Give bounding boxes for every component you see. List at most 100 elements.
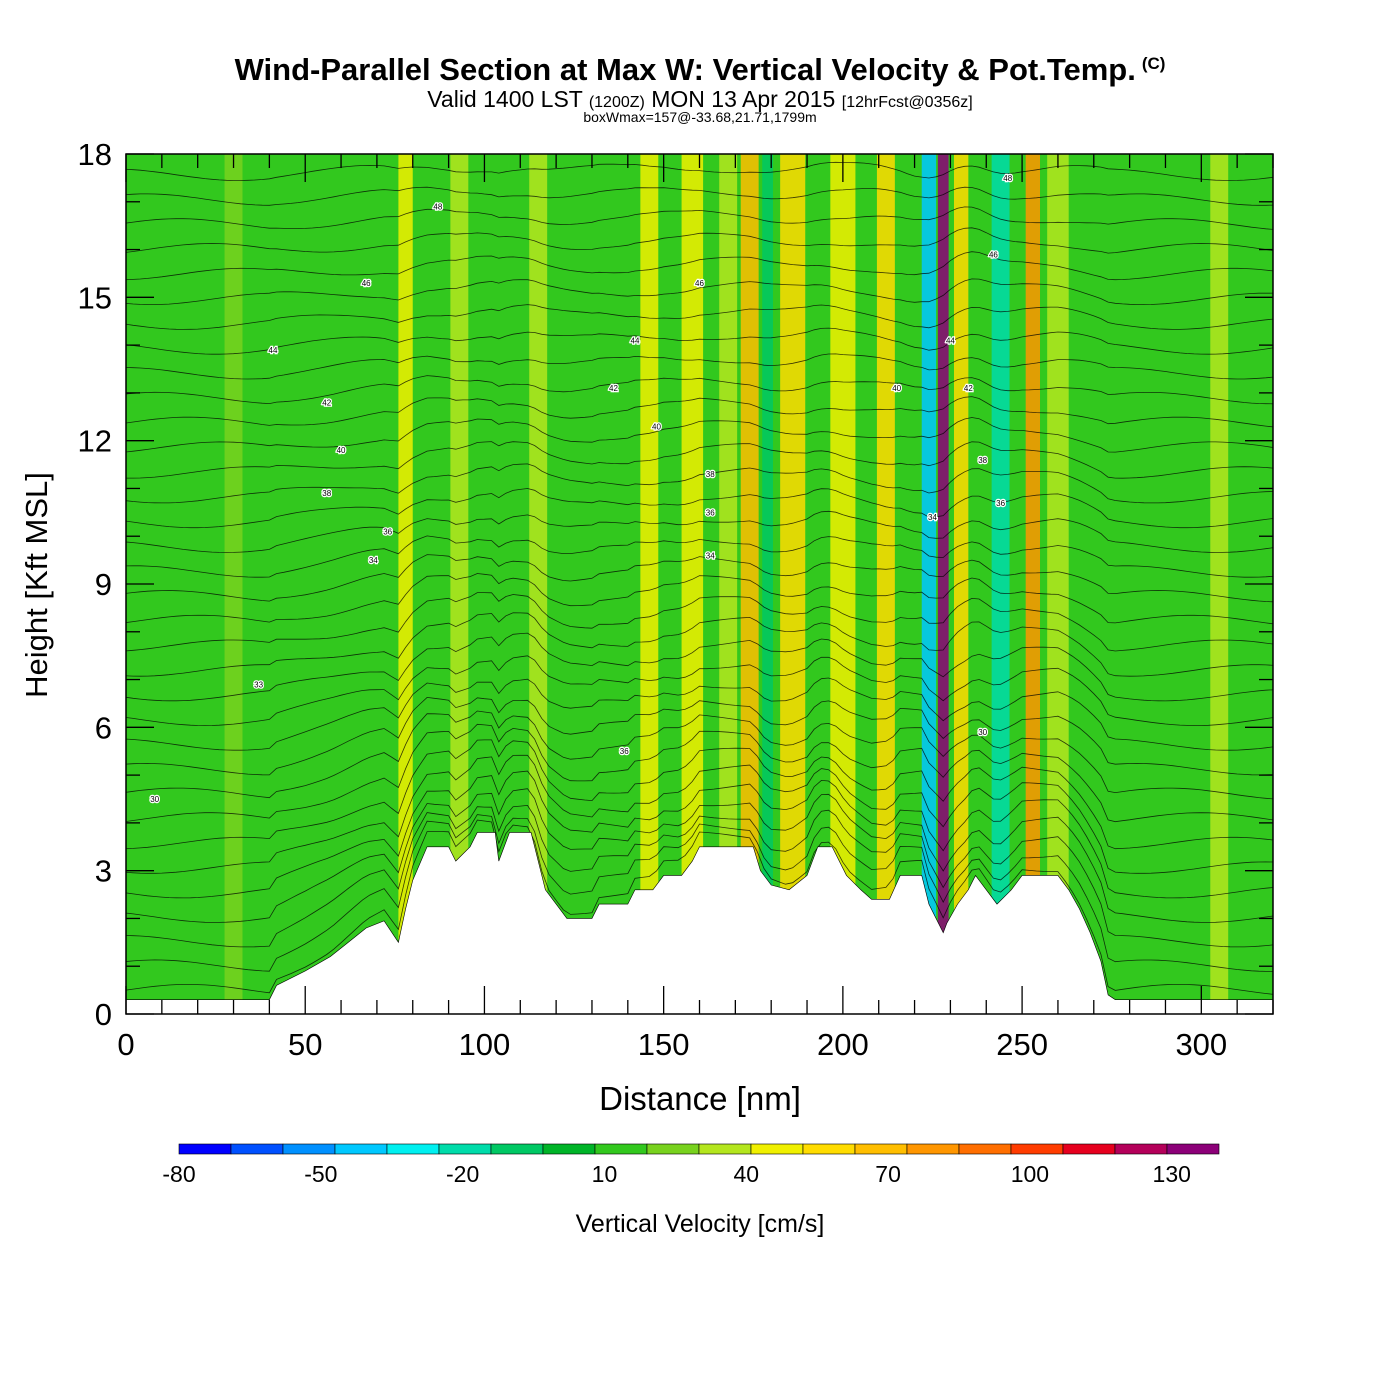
velocity-band-7 bbox=[581, 154, 603, 1014]
x-tick-label-100: 100 bbox=[459, 1027, 511, 1062]
colorbar-swatch-9 bbox=[646, 1143, 700, 1155]
colorbar-tick-7: 130 bbox=[1153, 1161, 1191, 1187]
contour-line-1 bbox=[126, 814, 1273, 972]
y-tick-label-9: 9 bbox=[95, 567, 112, 602]
contour-label-7: 36 bbox=[383, 527, 392, 536]
contour-label-12: 40 bbox=[652, 422, 661, 431]
velocity-band-2 bbox=[373, 154, 395, 1014]
contour-label-14: 46 bbox=[695, 279, 704, 288]
contour-label-20: 44 bbox=[946, 336, 955, 345]
contour-line-11 bbox=[126, 655, 1273, 727]
colorbar-swatch-1 bbox=[230, 1143, 284, 1155]
colorbar-swatch-14 bbox=[906, 1143, 960, 1155]
colorbar-swatch-4 bbox=[386, 1143, 440, 1155]
velocity-band-17 bbox=[937, 154, 949, 1014]
chart-subtitle: Valid 1400 LST (1200Z) MON 13 Apr 2015 [… bbox=[0, 86, 1400, 113]
velocity-band-13 bbox=[780, 154, 806, 1014]
chart-title: Wind-Parallel Section at Max W: Vertical… bbox=[0, 52, 1400, 88]
contour-line-4 bbox=[126, 770, 1273, 899]
colorbar-swatch-18 bbox=[1114, 1143, 1168, 1155]
colorbar-swatch-6 bbox=[490, 1143, 544, 1155]
x-tick-label-300: 300 bbox=[1175, 1027, 1227, 1062]
velocity-band-10 bbox=[719, 154, 738, 1014]
colorbar-tick-6: 100 bbox=[1011, 1161, 1049, 1187]
contour-line-19 bbox=[126, 488, 1273, 529]
contour-line-21 bbox=[126, 441, 1273, 479]
contour-line-29 bbox=[126, 251, 1273, 281]
contour-line-32 bbox=[126, 186, 1273, 206]
colorbar-tick-4: 40 bbox=[733, 1161, 759, 1187]
contour-line-7 bbox=[126, 723, 1273, 823]
y-tick-label-18: 18 bbox=[78, 137, 112, 172]
contour-line-15 bbox=[126, 573, 1273, 625]
colorbar-swatch-11 bbox=[750, 1143, 804, 1155]
x-tick-label-0: 0 bbox=[117, 1027, 134, 1062]
contour-line-14 bbox=[126, 592, 1273, 652]
contour-label-6: 34 bbox=[369, 556, 378, 565]
contour-label-15: 38 bbox=[706, 470, 715, 479]
velocity-band-3 bbox=[398, 154, 413, 1014]
terrain-mask bbox=[125, 832, 1274, 1015]
contour-line-20 bbox=[126, 463, 1273, 504]
contour-line-9 bbox=[126, 696, 1273, 776]
x-axis: 0 50 100 150 200 250 300 bbox=[117, 154, 1274, 1062]
valid-time: Valid 1400 LST bbox=[427, 86, 583, 112]
colorbar-tick-3: 10 bbox=[592, 1161, 618, 1187]
title-text: Wind-Parallel Section at Max W: Vertical… bbox=[234, 52, 1136, 87]
contour-label-19: 34 bbox=[928, 513, 937, 522]
velocity-band-20 bbox=[1025, 154, 1041, 1014]
contour-line-22 bbox=[126, 417, 1273, 453]
contour-line-0 bbox=[126, 819, 1273, 995]
velocity-band-9 bbox=[681, 154, 704, 1014]
colorbar-swatch-16 bbox=[1010, 1143, 1064, 1155]
contour-line-26 bbox=[126, 327, 1273, 355]
contour-label-1: 33 bbox=[254, 680, 263, 689]
colorbar-tick-1: -50 bbox=[304, 1161, 337, 1187]
contour-line-10 bbox=[126, 677, 1273, 751]
contour-line-6 bbox=[126, 739, 1273, 850]
colorbar-swatch-5 bbox=[438, 1143, 492, 1155]
contour-line-31 bbox=[126, 206, 1273, 230]
contour-label-22: 38 bbox=[978, 456, 987, 465]
forecast-info: [12hrFcst@0356z] bbox=[841, 94, 973, 111]
velocity-band-8 bbox=[640, 154, 659, 1014]
colorbar-swatch-17 bbox=[1062, 1143, 1116, 1155]
colorbar-swatch-7 bbox=[542, 1143, 596, 1155]
velocity-bands bbox=[147, 154, 1229, 1014]
y-tick-label-6: 6 bbox=[95, 710, 112, 745]
contour-label-23: 36 bbox=[996, 499, 1005, 508]
contour-labels: 30 33 44 42 40 38 34 36 46 48 42 44 40 36 46 38 36 34 40 34… bbox=[149, 173, 1014, 806]
contour-line-18 bbox=[126, 510, 1273, 553]
y-tick-label-0: 0 bbox=[95, 997, 112, 1032]
copyright-mark: (C) bbox=[1141, 53, 1166, 73]
contour-line-13 bbox=[126, 612, 1273, 677]
contour-line-25 bbox=[126, 353, 1273, 380]
contour-line-27 bbox=[126, 304, 1273, 330]
x-tick-label-150: 150 bbox=[638, 1027, 690, 1062]
colorbar-swatch-0 bbox=[178, 1143, 232, 1155]
contour-label-26: 48 bbox=[1003, 174, 1012, 183]
contour-label-8: 46 bbox=[362, 279, 371, 288]
colorbar-swatch-13 bbox=[854, 1143, 908, 1155]
contour-line-24 bbox=[126, 375, 1273, 405]
contour-label-21: 42 bbox=[964, 384, 973, 393]
colorbar-swatch-8 bbox=[594, 1143, 648, 1155]
contour-label-18: 40 bbox=[892, 384, 901, 393]
y-tick-label-15: 15 bbox=[78, 280, 112, 315]
contour-label-17: 34 bbox=[706, 551, 715, 560]
pot-temp-contours bbox=[126, 161, 1273, 995]
velocity-band-12 bbox=[762, 154, 773, 1014]
contour-label-2: 44 bbox=[269, 346, 278, 355]
contour-label-25: 46 bbox=[989, 250, 998, 259]
contour-line-16 bbox=[126, 554, 1273, 603]
contour-line-8 bbox=[126, 710, 1273, 800]
contour-line-28 bbox=[126, 278, 1273, 306]
contour-line-17 bbox=[126, 535, 1273, 578]
x-tick-label-50: 50 bbox=[288, 1027, 322, 1062]
contour-label-0: 30 bbox=[150, 795, 159, 804]
y-tick-label-3: 3 bbox=[95, 854, 112, 889]
contour-line-5 bbox=[126, 754, 1273, 874]
contour-label-16: 36 bbox=[706, 508, 715, 517]
